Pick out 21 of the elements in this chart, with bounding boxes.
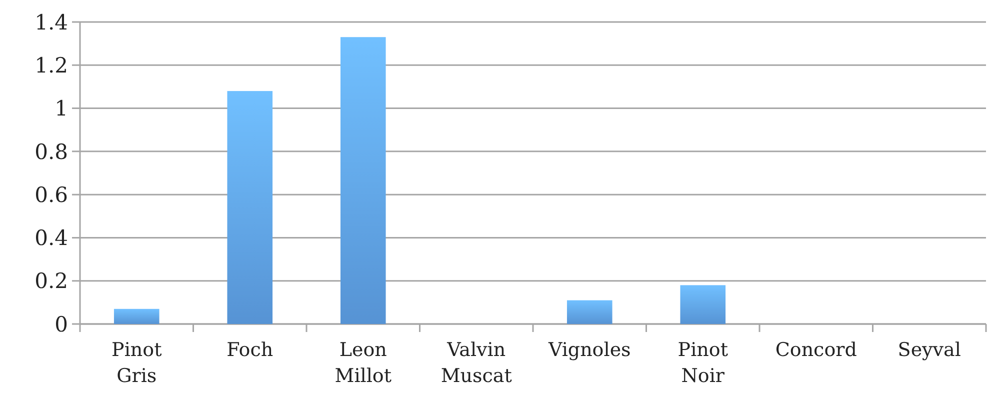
y-tick-label: 1.2 [34,53,68,78]
x-tick-label: Vignoles [547,339,631,361]
y-tick-label: 0.6 [34,182,68,207]
x-tick-label: Leon Millot [334,339,392,387]
y-tick-label: 0.8 [34,140,68,164]
x-tick-label: Pinot Noir [678,339,728,387]
bar [340,37,386,324]
y-tick-label: 0.2 [34,269,68,294]
y-tick-label: 0.4 [34,226,68,250]
y-tick-label: 0 [54,312,68,336]
x-tick-label: Seyval [898,339,961,361]
y-tick-label: 1.4 [34,10,68,34]
bar [680,285,726,324]
y-tick-label: 1 [54,96,68,121]
x-tick-label: Valvin Muscat [440,339,512,387]
x-tick-label: Foch [226,339,274,361]
bar [227,91,273,324]
x-tick-label: Pinot Gris [112,339,162,387]
x-tick-label: Concord [775,339,857,361]
bar [566,300,612,324]
bar [114,308,160,324]
